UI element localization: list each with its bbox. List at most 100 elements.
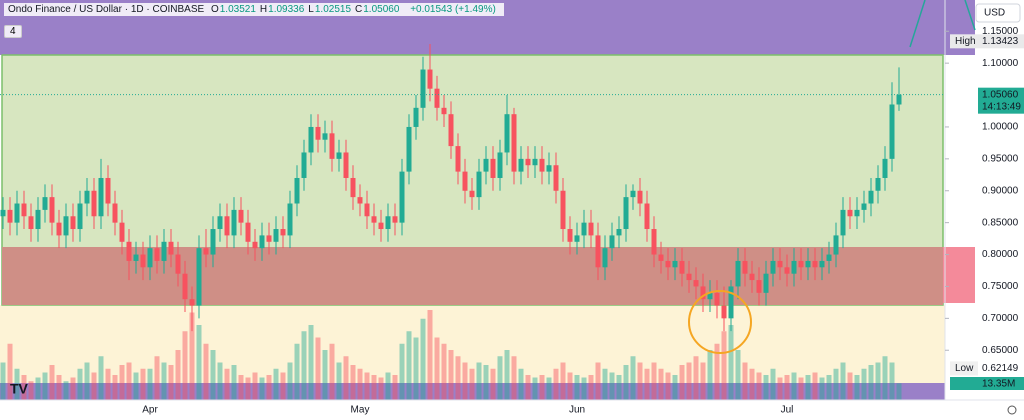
candle-body (798, 260, 804, 268)
candle-body (357, 197, 363, 204)
low-label: Low (955, 363, 974, 374)
volume-bar (392, 375, 398, 400)
volume-bar (742, 362, 748, 400)
volume-box (950, 377, 1024, 390)
volume-bar (189, 312, 195, 400)
candle-body (805, 260, 811, 268)
volume-bar (35, 377, 41, 400)
candle-body (553, 165, 559, 191)
candle-body (350, 177, 356, 198)
volume-bar (819, 377, 825, 400)
change: +0.01543 (+1.49%) (410, 4, 496, 15)
candle-body (539, 158, 545, 172)
candle-body (833, 235, 839, 255)
volume-bar (637, 362, 643, 400)
candle-body (518, 158, 524, 172)
volume-bar (273, 368, 279, 400)
indicator-toggle[interactable]: 4 (4, 25, 22, 38)
candle-body (448, 114, 454, 147)
volume-bar (329, 343, 335, 400)
candle-body (7, 209, 13, 223)
trend-line (964, 0, 976, 31)
volume-bar (98, 356, 104, 400)
candle-body (0, 209, 6, 217)
candle-body (658, 254, 664, 261)
candle-body (756, 280, 762, 293)
volume-bar (154, 356, 160, 400)
candle-body (469, 190, 475, 198)
candle-body (560, 190, 566, 230)
volume-bar (217, 362, 223, 400)
candle-body (161, 241, 167, 261)
volume-bar (224, 368, 230, 400)
volume-bar (413, 337, 419, 400)
volume-bar (315, 337, 321, 400)
candle-body (511, 114, 517, 172)
candle-body (630, 190, 636, 198)
volume-bar (700, 362, 706, 400)
volume-bar (308, 325, 314, 400)
candle-body (623, 197, 629, 230)
x-tick-label: May (351, 405, 370, 416)
volume-bar (595, 362, 601, 400)
volume-bar (854, 375, 860, 400)
candle-body (700, 286, 706, 300)
volume-bar (532, 377, 538, 400)
symbol-title[interactable]: Ondo Finance / US Dollar · 1D · COINBASE (8, 4, 205, 15)
candle-body (546, 165, 552, 172)
candle-body (385, 216, 391, 230)
candle-body (847, 209, 853, 217)
candle-body (168, 241, 174, 255)
candle-body (854, 209, 860, 217)
volume-bar (56, 375, 62, 400)
volume-bar (238, 375, 244, 400)
ohlc-key: H (259, 4, 268, 15)
volume-bar (504, 350, 510, 400)
settings-icon[interactable] (1007, 405, 1017, 415)
candle-body (392, 216, 398, 223)
volume-bar (714, 343, 720, 400)
low-value: 0.62149 (982, 363, 1019, 374)
candle-body (210, 229, 216, 255)
volume-bar (420, 318, 426, 400)
candle-body (868, 190, 874, 204)
candle-body (490, 158, 496, 178)
y-tick-label: 1.10000 (982, 58, 1019, 69)
low-tag (950, 361, 978, 376)
candle-body (749, 273, 755, 281)
volume-bar (350, 365, 356, 400)
volume-bar (441, 343, 447, 400)
candle-body (371, 216, 377, 223)
volume-bar (672, 375, 678, 400)
currency[interactable]: USD (984, 8, 1005, 19)
volume-bar (63, 381, 69, 400)
volume-bar (378, 377, 384, 400)
volume-bar (434, 337, 440, 400)
y-tick-label: 0.90000 (982, 185, 1019, 196)
volume-bar (343, 356, 349, 400)
volume-bar (77, 368, 83, 400)
candle-body (189, 299, 195, 306)
candle-body (427, 69, 433, 89)
candle-body (567, 229, 573, 242)
volume-bar (707, 350, 713, 400)
currency-button[interactable] (975, 3, 1021, 23)
candle-body (147, 248, 153, 268)
candle-body (140, 254, 146, 268)
candle-body (182, 273, 188, 300)
candle-body (35, 209, 41, 230)
volume-bar (91, 372, 97, 400)
candle-body (84, 190, 90, 204)
volume-bar (889, 362, 895, 400)
candle-body (266, 235, 272, 242)
candle-body (875, 177, 881, 191)
volume-bar (469, 368, 475, 400)
candle-body (581, 222, 587, 236)
candle-body (238, 209, 244, 223)
volume-bar (763, 375, 769, 400)
candle-body (770, 260, 776, 274)
candle-body (882, 158, 888, 178)
candle-body (245, 222, 251, 242)
candle-body (378, 222, 384, 230)
